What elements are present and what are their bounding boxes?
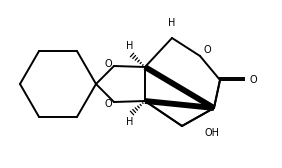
Text: O: O <box>104 59 112 69</box>
Text: O: O <box>104 99 112 109</box>
Text: O: O <box>250 75 258 85</box>
Text: H: H <box>168 18 176 28</box>
Text: H: H <box>126 41 134 51</box>
Text: OH: OH <box>204 128 219 138</box>
Text: H: H <box>126 117 134 127</box>
Text: O: O <box>203 45 211 55</box>
